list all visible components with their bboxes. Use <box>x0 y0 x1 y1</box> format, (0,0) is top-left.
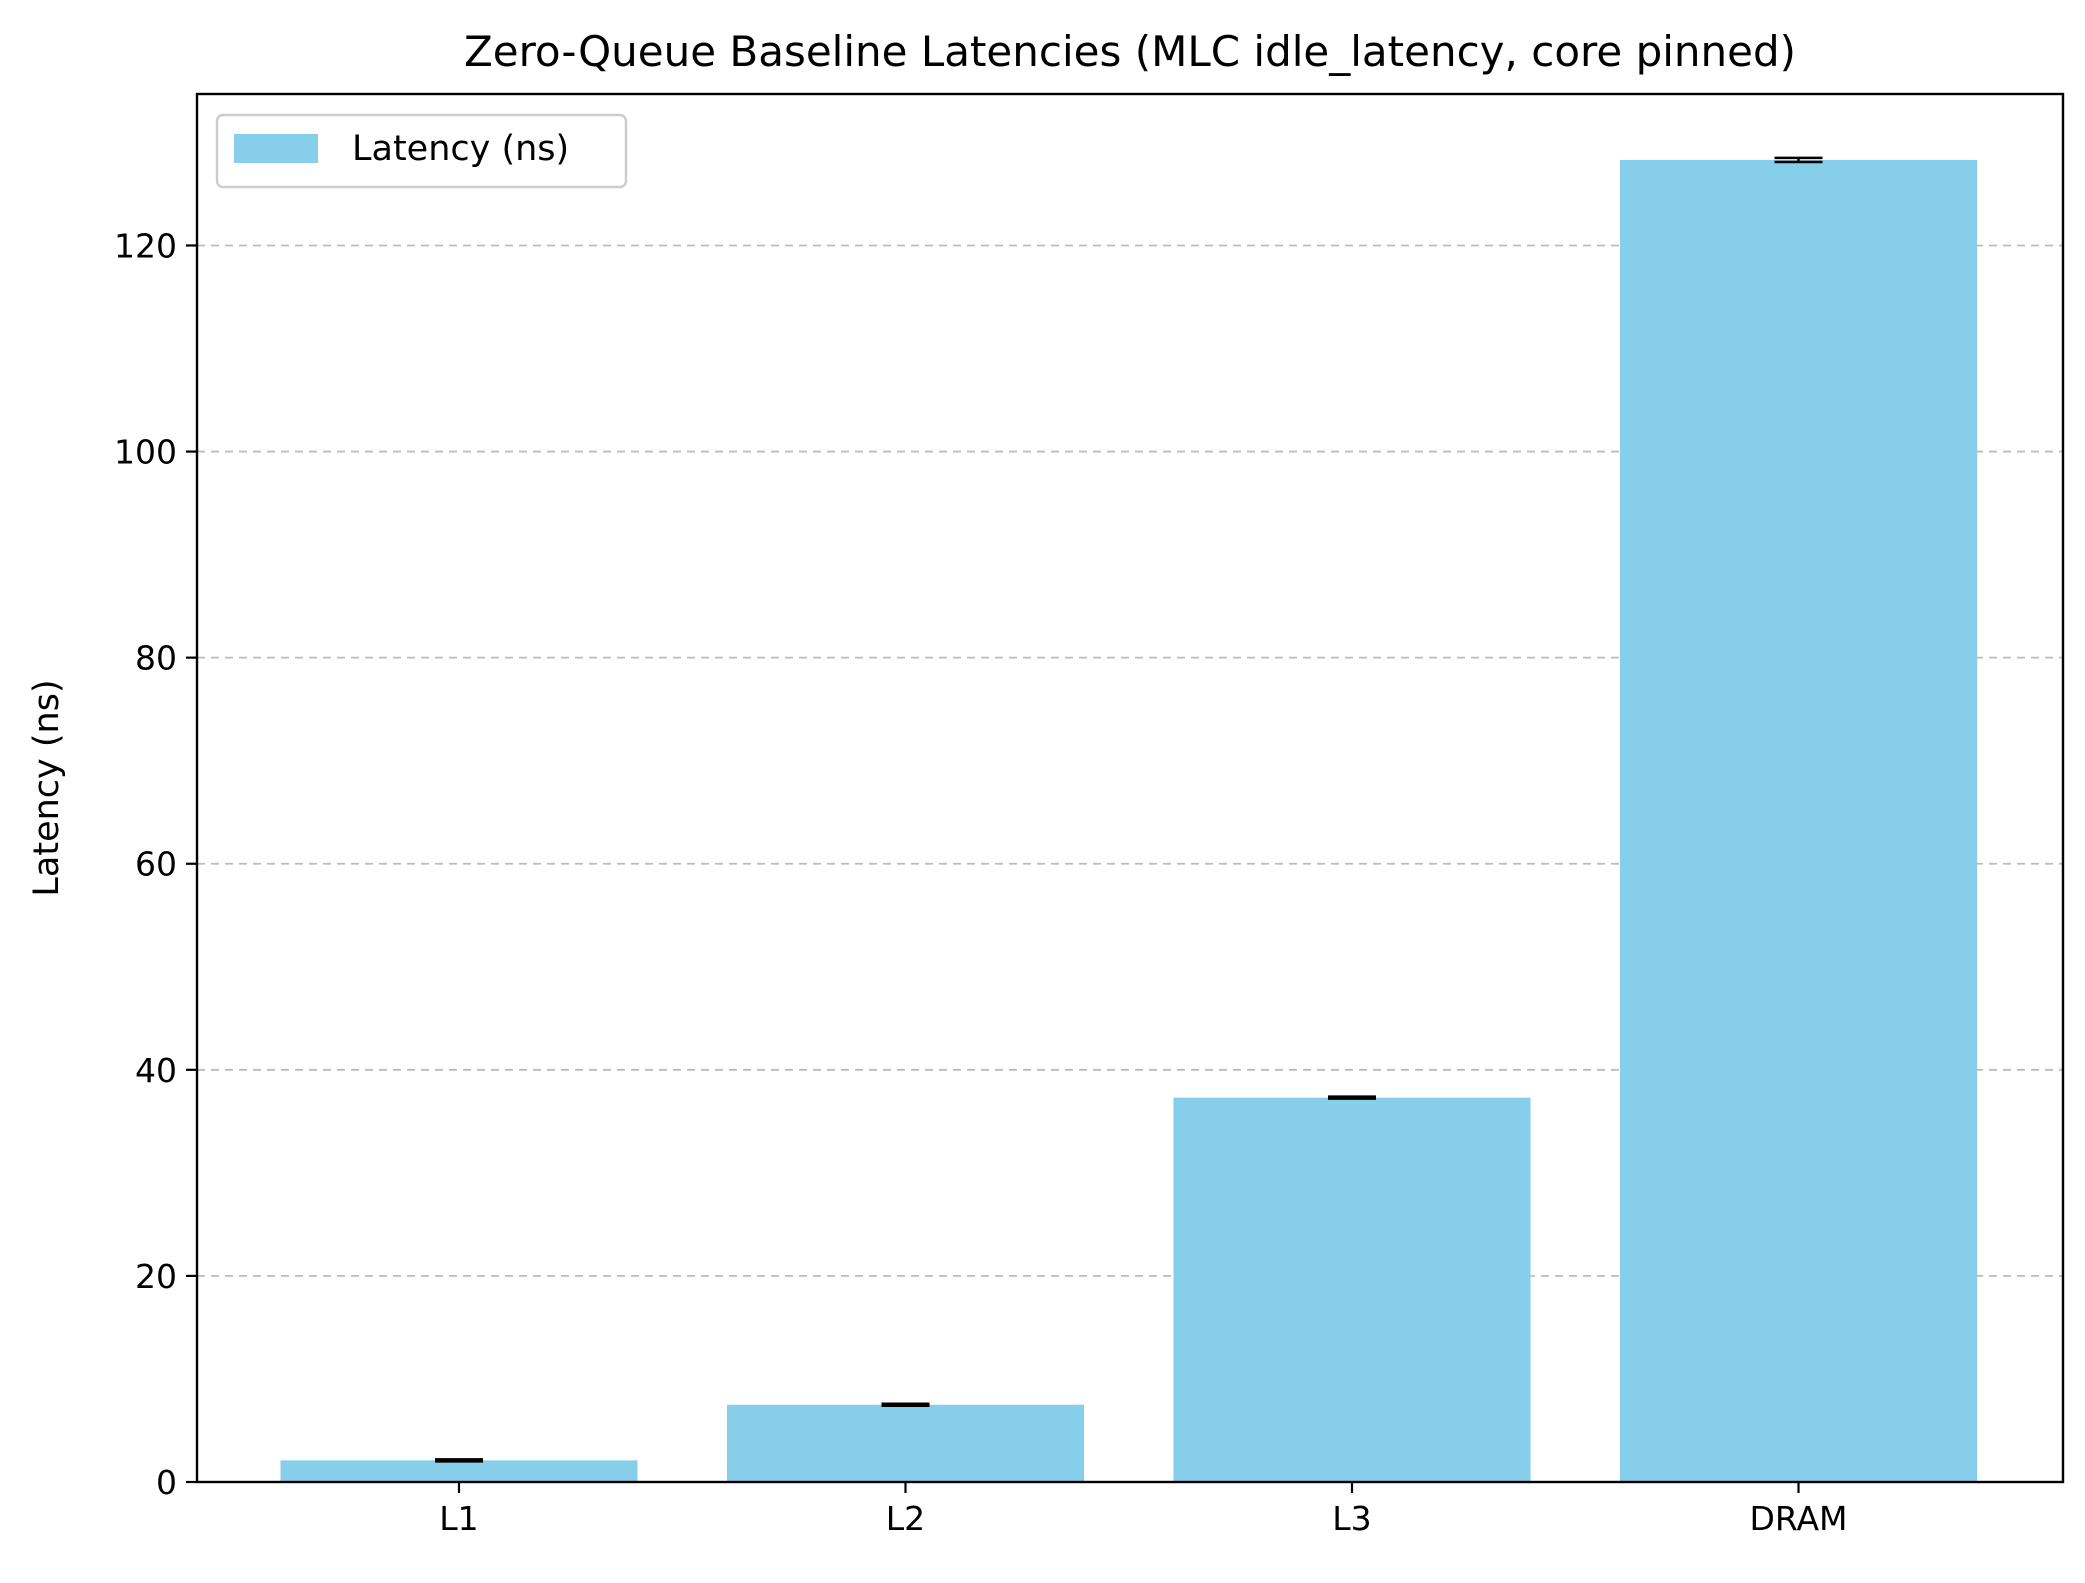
plot-frame <box>195 92 2065 1484</box>
y-axis-ticks: 0 20 40 60 80 100 120 <box>114 226 197 1502</box>
legend-label: Latency (ns) <box>352 129 569 169</box>
bar-l1 <box>280 1460 638 1482</box>
y-tick-label: 120 <box>114 226 177 265</box>
legend: Latency (ns) <box>215 113 628 189</box>
error-bars <box>435 156 1823 1463</box>
x-axis-ticks: L1 L2 L3 DRAM <box>439 1482 1848 1538</box>
legend-swatch <box>234 134 318 163</box>
x-tick-label: L2 <box>886 1499 925 1538</box>
bar-dram <box>1620 159 1977 1483</box>
bar-l2 <box>727 1404 1084 1482</box>
bar-l3 <box>1173 1097 1531 1482</box>
y-tick-label: 100 <box>114 433 177 472</box>
bars <box>280 159 1977 1483</box>
x-tick-label: L1 <box>439 1499 478 1538</box>
y-tick-label: 0 <box>156 1463 177 1502</box>
y-tick-label: 20 <box>135 1257 177 1296</box>
y-tick-label: 40 <box>135 1051 177 1090</box>
y-tick-label: 80 <box>135 639 177 678</box>
chart-title: Zero-Queue Baseline Latencies (MLC idle_… <box>464 27 1796 76</box>
x-tick-label: L3 <box>1332 1499 1371 1538</box>
y-axis-label: Latency (ns) <box>27 679 67 896</box>
y-tick-label: 60 <box>135 845 177 884</box>
legend-box <box>215 113 628 189</box>
x-tick-label: DRAM <box>1749 1499 1847 1538</box>
